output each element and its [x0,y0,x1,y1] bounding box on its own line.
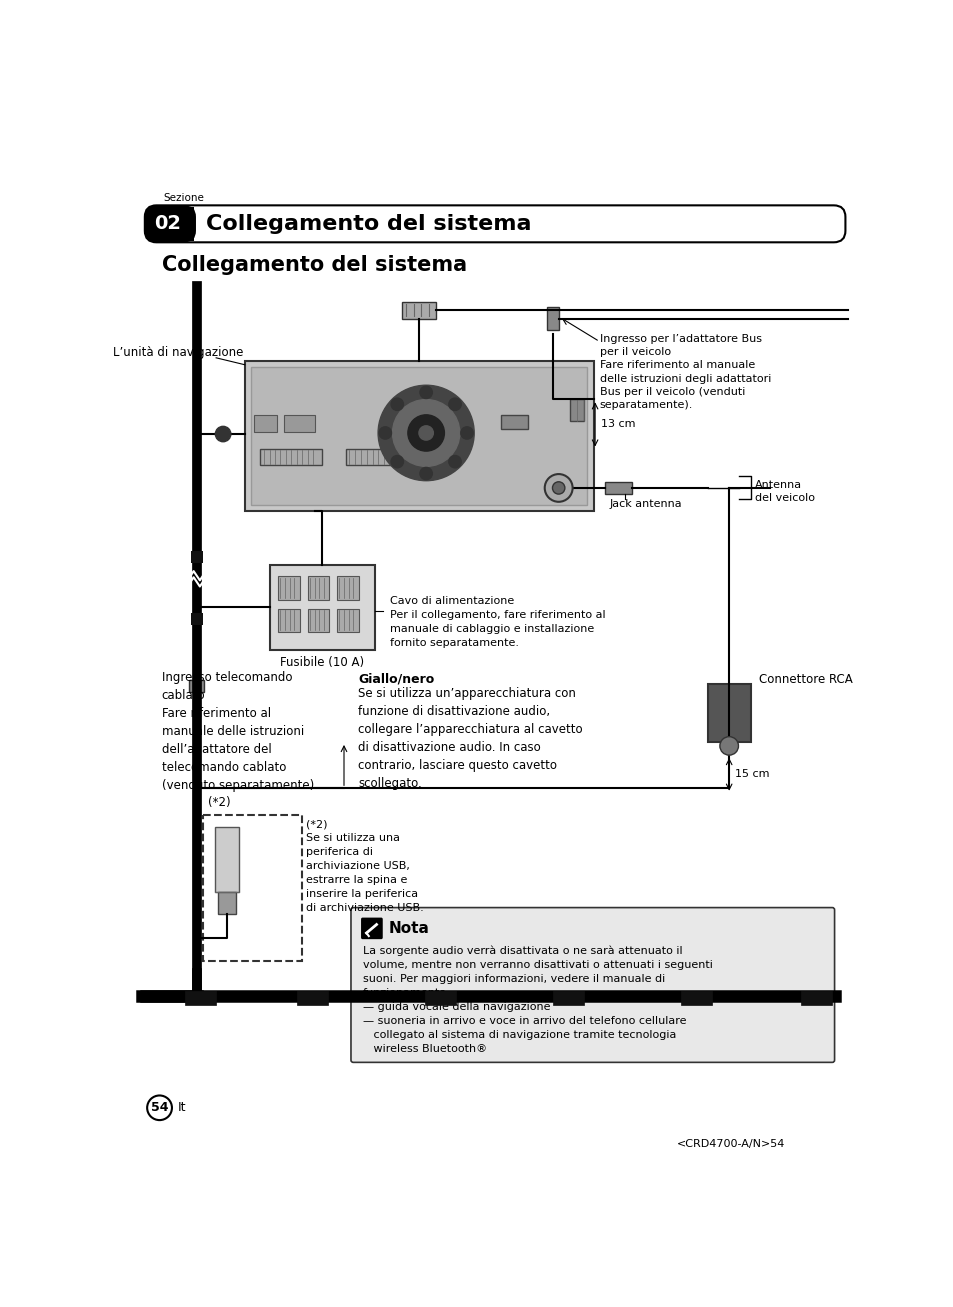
Circle shape [419,468,432,480]
Bar [345,450,422,465]
Bar [425,991,456,1005]
Text: 54: 54 [151,1102,168,1115]
Text: L’unità di navigazione: L’unità di navigazione [112,345,243,358]
Bar [253,414,277,431]
Bar [189,681,204,691]
Text: (*2): (*2) [208,796,231,809]
Circle shape [378,427,391,439]
Text: Connettore RCA: Connettore RCA [758,673,851,686]
Bar [283,414,314,431]
FancyBboxPatch shape [360,918,382,940]
Circle shape [408,414,444,451]
Bar [214,827,239,893]
Text: <CRD4700-A/N>54: <CRD4700-A/N>54 [677,1138,785,1149]
Text: (*2)
Se si utilizza una
periferica di
archiviazione USB,
estrarre la spina e
ins: (*2) Se si utilizza una periferica di ar… [306,819,423,914]
Text: Fusibile (10 A): Fusibile (10 A) [280,656,364,669]
Circle shape [419,387,432,399]
Text: Nota: Nota [388,920,429,936]
Bar [278,576,299,600]
Bar [680,991,711,1005]
Text: Jack antenna: Jack antenna [608,499,681,510]
Text: Antenna
del veicolo: Antenna del veicolo [754,480,814,503]
Bar [191,613,203,625]
Circle shape [552,482,564,494]
Circle shape [215,426,231,442]
Text: 13 cm: 13 cm [600,420,635,429]
Text: Ingresso per l’adattatore Bus
per il veicolo
Fare riferimento al manuale
delle i: Ingresso per l’adattatore Bus per il vei… [599,335,770,410]
Bar [251,367,587,505]
Bar [801,991,831,1005]
Text: La sorgente audio verrà disattivata o ne sarà attenuato il
volume, mentre non ve: La sorgente audio verrà disattivata o ne… [362,945,712,1053]
Bar [604,482,632,494]
Text: 15 cm: 15 cm [735,770,769,779]
Bar [218,893,235,914]
Text: Giallo/nero: Giallo/nero [357,673,434,686]
Bar [245,361,593,511]
Bar [336,609,358,631]
Circle shape [392,400,459,467]
Bar [307,576,329,600]
Text: Sezione: Sezione [163,193,204,203]
Text: Se si utilizza un’apparecchiatura con
funzione di disattivazione audio,
collegar: Se si utilizza un’apparecchiatura con fu… [357,686,582,789]
Circle shape [448,456,460,468]
Circle shape [448,399,460,410]
Bar [174,207,194,240]
Circle shape [544,474,572,502]
Bar [203,816,302,962]
Text: Ingresso telecomando
cablato
Fare riferimento al
manuale delle istruzioni
dell’a: Ingresso telecomando cablato Fare riferi… [162,672,317,792]
Bar [546,307,558,331]
Bar [336,576,358,600]
Text: It: It [178,1102,187,1115]
Bar [570,400,583,421]
Text: Collegamento del sistema: Collegamento del sistema [162,255,467,276]
Circle shape [377,386,474,481]
Bar [185,991,216,1005]
Circle shape [391,399,403,410]
Bar [278,609,299,631]
Text: 02: 02 [154,214,181,234]
FancyBboxPatch shape [351,907,834,1063]
Text: Collegamento del sistema: Collegamento del sistema [206,214,531,234]
Bar [260,450,322,465]
Bar [500,414,527,429]
FancyBboxPatch shape [145,205,844,242]
Bar [402,302,436,319]
Bar [297,991,328,1005]
Text: Cavo di alimentazione
Per il collegamento, fare riferimento al
manuale di cablag: Cavo di alimentazione Per il collegament… [390,596,605,648]
Bar [553,991,583,1005]
Circle shape [391,456,403,468]
FancyBboxPatch shape [145,205,195,242]
Circle shape [720,737,738,755]
Bar [191,552,203,563]
Bar [707,685,750,742]
Bar [307,609,329,631]
Circle shape [418,426,433,440]
Circle shape [460,427,473,439]
Bar [270,565,375,650]
